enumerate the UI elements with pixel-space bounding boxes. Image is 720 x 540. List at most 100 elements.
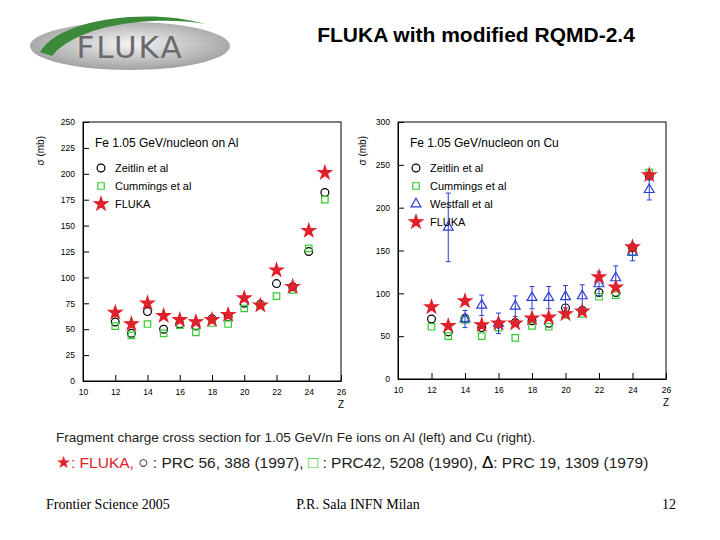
slide: {"slide": { "logo": "FLUKA", "title": "F… xyxy=(0,0,720,540)
y-tick-label: 75 xyxy=(66,299,76,309)
x-tick-mark xyxy=(115,375,116,381)
y-tick-label: 200 xyxy=(61,169,75,179)
marker xyxy=(512,335,518,341)
y-tick: 250 xyxy=(376,160,404,170)
x-tick: 24 xyxy=(628,373,638,395)
error-bar xyxy=(530,286,535,308)
x-tick-label: 12 xyxy=(427,385,437,395)
x-tick-mark xyxy=(432,373,433,379)
marker xyxy=(510,300,520,309)
x-tick: 22 xyxy=(272,375,282,397)
error-bar-cap xyxy=(613,265,618,266)
caption: Fragment charge cross section for 1.05 G… xyxy=(56,430,535,445)
marker xyxy=(428,324,434,330)
error-bar xyxy=(546,286,551,308)
y-tick-mark xyxy=(83,277,89,278)
error-bar-cap xyxy=(530,308,535,309)
marker xyxy=(643,168,656,181)
x-tick: 24 xyxy=(305,375,315,397)
error-bar-line xyxy=(481,295,482,316)
marker xyxy=(221,308,234,321)
y-tick-mark xyxy=(83,174,89,175)
marker xyxy=(577,290,587,299)
y-tick-label: 250 xyxy=(61,117,75,127)
marker xyxy=(205,313,218,326)
y-tick-label: 175 xyxy=(61,195,75,205)
marker xyxy=(559,307,572,320)
y-tick-label: 0 xyxy=(70,376,75,386)
y-tick-label: 25 xyxy=(66,350,76,360)
legend-label: Cummings et al xyxy=(430,180,506,192)
x-axis-title: Z xyxy=(338,399,344,410)
chart-title: Fe 1.05 GeV/nucleon on Cu xyxy=(410,136,559,150)
marker xyxy=(112,323,118,329)
error-bar-line xyxy=(532,286,533,308)
x-axis-title: Z xyxy=(663,397,669,408)
y-tick: 0 xyxy=(385,374,404,384)
x-tick-label: 26 xyxy=(337,387,347,397)
y-tick: 0 xyxy=(70,376,89,386)
x-tick-label: 10 xyxy=(394,385,404,395)
marker xyxy=(238,291,251,304)
marker xyxy=(475,318,488,331)
marker xyxy=(428,315,436,323)
marker xyxy=(442,319,455,332)
legend: Zeitlin et alCummings et alFLUKA xyxy=(94,162,191,210)
marker xyxy=(525,311,538,324)
x-tick-mark xyxy=(599,373,600,379)
y-tick: 50 xyxy=(66,324,89,334)
x-tick-mark xyxy=(277,375,278,381)
x-tick-mark xyxy=(566,373,567,379)
legend-marker xyxy=(413,183,419,189)
marker xyxy=(609,280,622,293)
y-tick: 150 xyxy=(376,246,404,256)
y-axis-title: σ (mb) xyxy=(357,136,368,166)
error-bar-cap xyxy=(546,286,551,287)
marker xyxy=(193,329,199,335)
error-bar-line xyxy=(515,296,516,317)
marker xyxy=(592,270,605,283)
x-tick-label: 24 xyxy=(628,385,638,395)
x-tick: 26 xyxy=(662,373,672,395)
x-tick-label: 22 xyxy=(595,385,605,395)
y-tick: 300 xyxy=(376,117,404,127)
x-tick-label: 14 xyxy=(461,385,471,395)
marker xyxy=(189,315,202,328)
x-tick-label: 24 xyxy=(305,387,315,397)
marker xyxy=(644,184,654,193)
y-tick-label: 150 xyxy=(376,246,390,256)
legend-label: FLUKA xyxy=(115,198,151,210)
marker xyxy=(286,280,299,293)
y-tick: 50 xyxy=(381,331,404,341)
y-tick: 125 xyxy=(61,247,89,257)
x-tick-mark xyxy=(633,373,634,379)
marker xyxy=(542,310,555,323)
x-tick-mark xyxy=(341,375,342,381)
legend: Zeitlin et alCummings et alWestfall et a… xyxy=(409,162,506,228)
error-bar xyxy=(513,296,518,317)
legend-label: Cummings et al xyxy=(115,180,191,192)
marker xyxy=(576,304,589,317)
y-tick: 200 xyxy=(376,203,404,213)
x-tick-mark xyxy=(465,373,466,379)
y-tick-mark xyxy=(83,355,89,356)
marker xyxy=(445,333,451,339)
y-tick: 75 xyxy=(66,299,89,309)
marker xyxy=(492,316,505,329)
reference-text: : PRC42, 5208 (1990), xyxy=(318,454,477,471)
x-tick-label: 14 xyxy=(143,387,153,397)
y-tick-mark xyxy=(83,122,89,123)
y-tick-label: 50 xyxy=(381,331,391,341)
x-tick-mark xyxy=(244,375,245,381)
error-bar-cap xyxy=(479,295,484,296)
legend-marker xyxy=(412,164,420,172)
reference: ○ : PRC 56, 388 (1997), xyxy=(138,454,308,471)
x-tick: 18 xyxy=(208,375,218,397)
marker xyxy=(546,324,552,330)
marker xyxy=(527,292,537,301)
error-bar-cap xyxy=(496,313,501,314)
y-tick: 100 xyxy=(376,289,404,299)
x-tick-mark xyxy=(212,375,213,381)
legend-label: Westfall et al xyxy=(430,198,493,210)
y-tick: 100 xyxy=(61,273,89,283)
